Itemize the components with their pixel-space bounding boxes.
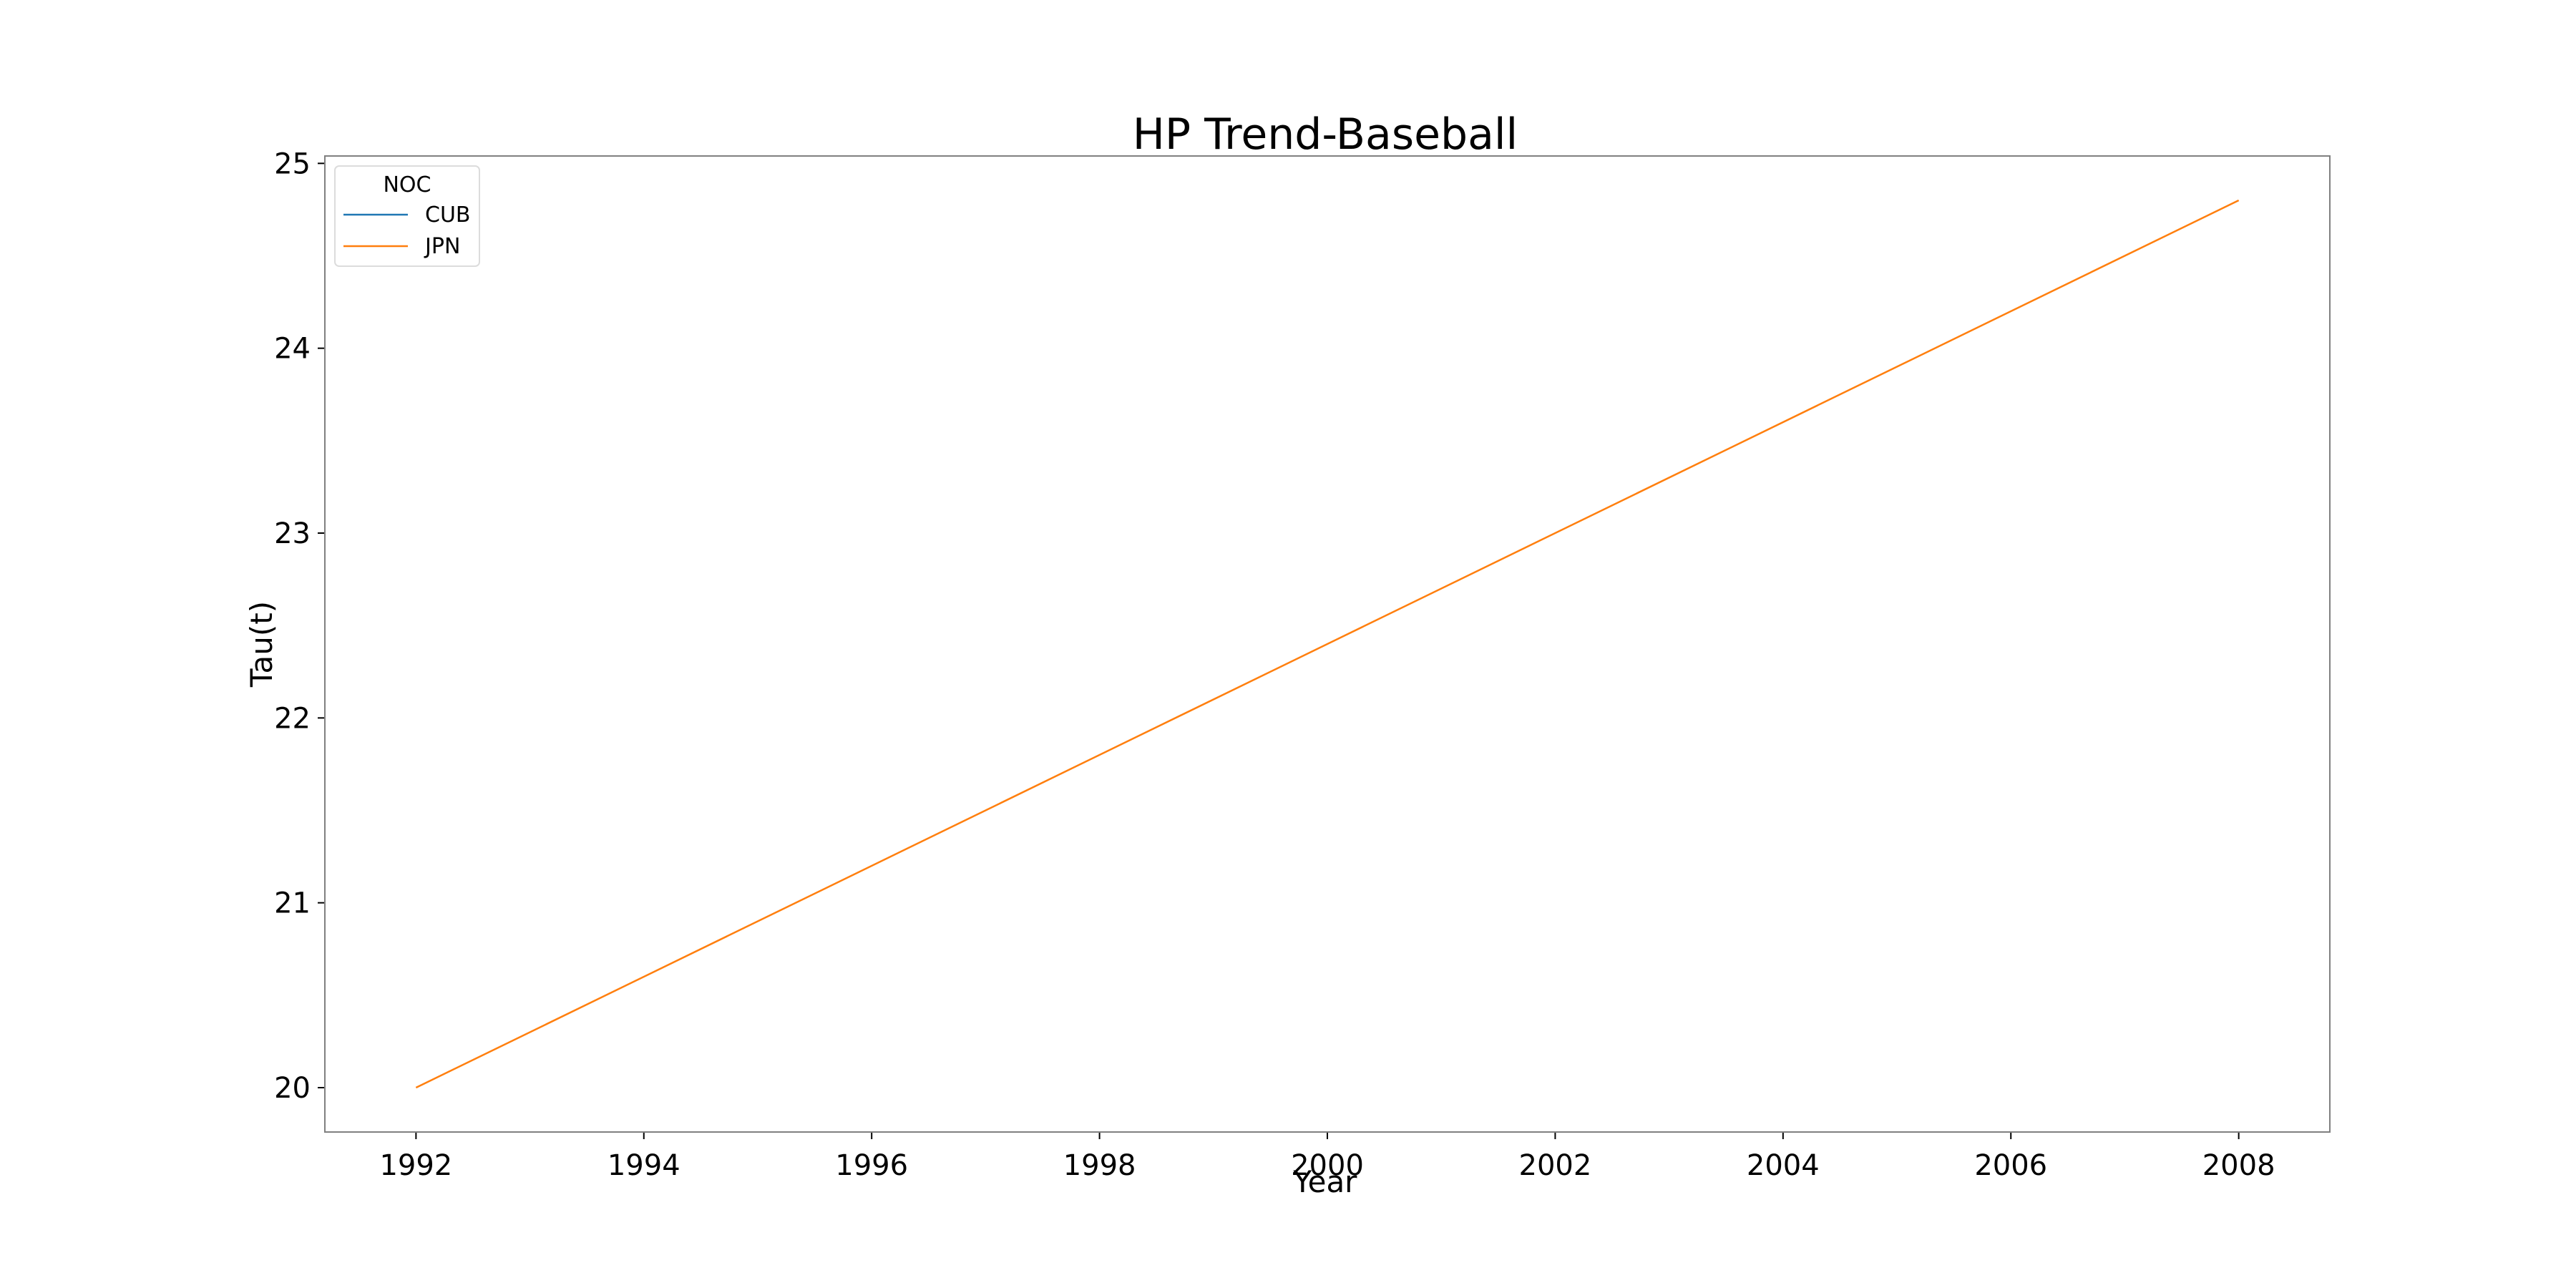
plot-lines — [415, 199, 2240, 1089]
x-tick-label: 2000 — [1291, 1149, 1364, 1182]
x-tick-label: 1998 — [1063, 1149, 1136, 1182]
legend-title: NOC — [383, 172, 431, 197]
y-tick-label: 24 — [274, 333, 311, 366]
y-tick-label: 25 — [274, 147, 311, 180]
legend-label-jpn: JPN — [424, 234, 460, 259]
legend-label-cub: CUB — [425, 203, 471, 228]
series-line-jpn — [415, 199, 2240, 1089]
legend-box — [334, 165, 480, 267]
y-tick-label: 22 — [274, 702, 311, 735]
y-tick-label: 23 — [274, 517, 311, 550]
x-tick-label: 2006 — [1974, 1149, 2047, 1182]
plot-area-frame — [324, 155, 2331, 1133]
y-axis-label: Tau(t) — [244, 601, 279, 688]
x-tick-label: 2004 — [1747, 1149, 1820, 1182]
legend: NOC CUB JPN — [334, 165, 480, 267]
x-tick-label: 1992 — [379, 1149, 452, 1182]
y-axis-ticks: 20 21 22 23 24 25 — [274, 147, 325, 1105]
y-tick-label: 20 — [274, 1072, 311, 1105]
x-axis-label: Year — [1293, 1164, 1358, 1199]
x-tick-label: 2002 — [1519, 1149, 1592, 1182]
x-tick-label: 1994 — [608, 1149, 680, 1182]
chart-title: HP Trend-Baseball — [1133, 109, 1518, 160]
x-tick-label: 2008 — [2202, 1149, 2275, 1182]
x-tick-label: 1996 — [835, 1149, 908, 1182]
legend-entries: CUB JPN — [343, 203, 471, 259]
x-axis-ticks: 1992 1994 1996 1998 2000 2002 2004 2006 2008 — [379, 1132, 2275, 1182]
y-tick-label: 21 — [274, 887, 311, 920]
